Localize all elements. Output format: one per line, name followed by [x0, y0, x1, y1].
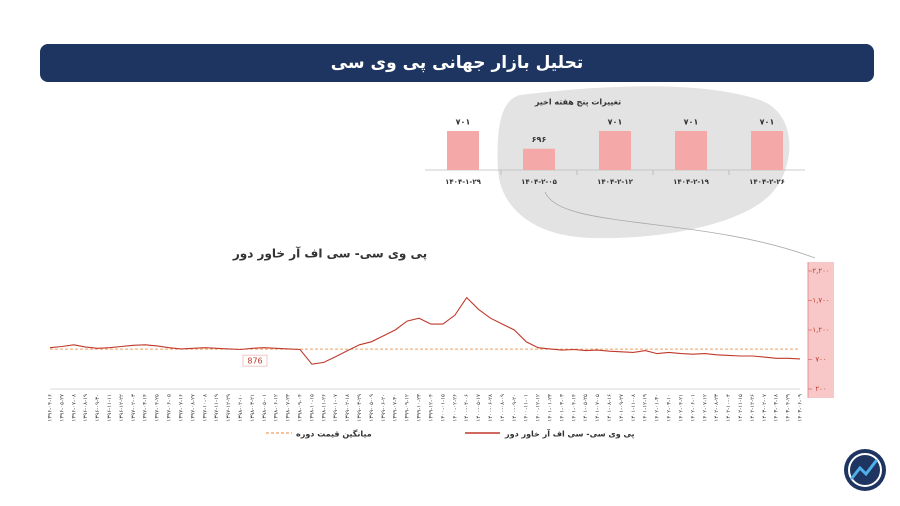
logo — [844, 449, 886, 491]
header-title: تحلیل بازار جهانی پی وی سی — [331, 53, 584, 73]
x-tick-label: ۱۴۰۴-۲-۱۹ — [673, 178, 709, 186]
legend-label: پی وی سی- سی اف آر خاور دور — [504, 429, 635, 439]
x-tick-label: ۱۴۰۲-۰۷-۱۲ — [702, 394, 708, 422]
x-tick-label: ۱۴۰۲-۱۲-۲۶ — [750, 394, 756, 422]
x-tick-label: ۱۳۹۷-۱۲-۲۹ — [226, 394, 232, 422]
x-tick-label: ۱۳۹۹-۰۱-۰۷ — [333, 394, 339, 422]
average-label: 876 — [247, 357, 262, 366]
x-tick-label: ۱۴۰۴-۱-۲۹ — [445, 178, 481, 186]
highlight-blob — [497, 86, 790, 239]
x-tick-label: ۱۳۹۷-۰۲-۰۳ — [131, 394, 137, 422]
x-tick-label: ۱۴۰۰-۱۲-۱۲ — [536, 394, 542, 422]
x-tick-label: ۱۳۹۷-۱۱-۱۹ — [214, 394, 220, 422]
x-tick-label: ۱۴۰۰-۰۲-۲۶ — [452, 394, 458, 422]
x-tick-label: ۱۴۰۳-۰۳-۱۸ — [774, 394, 780, 422]
bar — [523, 148, 555, 170]
x-tick-label: ۱۴۰۱-۰۸-۱۶ — [607, 394, 613, 422]
x-tick-label: ۱۳۹۷-۰۶-۰۵ — [167, 394, 173, 422]
header-bar — [40, 44, 874, 82]
x-tick-label: ۱۳۹۶-۱۱-۱۱ — [107, 394, 113, 422]
x-tick-label: ۱۴۰۱-۰۷-۰۵ — [595, 394, 601, 422]
x-tick-label: ۱۴۰۲-۱۰-۰۴ — [726, 394, 732, 422]
x-tick-label: ۱۳۹۸-۱۱-۲۶ — [321, 394, 327, 422]
x-tick-label: ۱۳۹۷-۰۸-۲۷ — [190, 394, 196, 422]
bar — [675, 131, 707, 170]
average-label-box — [242, 354, 268, 367]
x-tick-label: ۱۴۰۲-۰۶-۰۱ — [690, 394, 696, 422]
x-tick-label: ۱۴۰۴-۲-۱۲ — [597, 178, 633, 186]
bar-value-label: ۷۰۱ — [760, 118, 775, 127]
bar — [751, 131, 783, 170]
x-tick-label: ۱۴۰۰-۰۴-۰۶ — [464, 394, 470, 422]
bar-value-label: ۷۰۱ — [684, 118, 699, 127]
x-tick-label: ۱۴۰۴-۲-۰۵ — [521, 178, 557, 186]
x-tick-label: ۱۳۹۸-۱۰-۱۵ — [309, 394, 315, 422]
x-tick-label: ۱۴۰۰-۰۱-۱۵ — [440, 394, 446, 422]
connector — [544, 191, 816, 259]
x-tick-label: ۱۴۰۰-۰۹-۲۰ — [512, 394, 518, 422]
x-tick-label: ۱۴۰۱-۱۲-۱۹ — [643, 394, 649, 422]
x-tick-label: ۱۴۰۲-۰۳-۱۰ — [667, 394, 673, 422]
x-tick-label: ۱۳۹۸-۰۳-۲۱ — [250, 394, 256, 422]
x-tick-label: ۱۳۹۷-۰۷-۱۶ — [178, 394, 184, 422]
x-tick-label: ۱۳۹۸-۰۶-۱۲ — [274, 394, 280, 422]
bar — [599, 131, 631, 170]
x-tick-label: ۱۳۹۶-۰۹-۳۰ — [95, 394, 101, 422]
x-tick-label: ۱۳۹۹-۰۲-۱۸ — [345, 394, 351, 422]
x-tick-label: ۱۳۹۶-۰۷-۰۸ — [71, 394, 77, 422]
x-tick-label: ۱۴۰۱-۰۵-۲۵ — [583, 394, 589, 422]
y-tick-label: ۱,۷۰۰ — [812, 297, 829, 305]
x-tick-label: ۱۴۰۲-۰۸-۲۳ — [714, 394, 720, 422]
bar-value-label: ۷۰۱ — [608, 118, 623, 127]
y-tick-label: ۱,۲۰۰ — [812, 326, 829, 334]
x-tick-label: ۱۳۹۶-۰۴-۱۶ — [48, 394, 54, 422]
x-tick-label: ۱۳۹۹-۰۳-۲۹ — [357, 394, 363, 422]
x-tick-label: ۱۳۹۹-۰۷-۳۰ — [393, 394, 399, 422]
x-tick-label: ۱۴۰۱-۰۴-۱۴ — [571, 394, 577, 422]
bar — [447, 131, 479, 170]
x-tick-label: ۱۴۰۱-۱۱-۰۸ — [631, 394, 637, 422]
x-tick-label: ۱۳۹۹-۱۰-۲۳ — [417, 394, 423, 422]
x-tick-label: ۱۳۹۸-۰۲-۱۰ — [238, 394, 244, 422]
x-tick-label: ۱۳۹۶-۰۵-۲۷ — [59, 394, 65, 422]
y-axis-band — [808, 262, 834, 398]
x-tick-label: ۱۳۹۹-۰۹-۱۲ — [405, 394, 411, 422]
x-tick-label: ۱۳۹۸-۰۷-۲۳ — [286, 394, 292, 422]
y-tick-label: ۷۰۰ — [815, 356, 826, 364]
x-tick-label: ۱۳۹۶-۱۲-۲۲ — [119, 394, 125, 422]
x-tick-label: ۱۴۰۳-۰۴-۲۹ — [786, 394, 792, 422]
bar-value-label: ۷۰۱ — [456, 118, 471, 127]
x-tick-label: ۱۴۰۲-۱۱-۱۵ — [738, 394, 744, 422]
x-tick-label: ۱۴۰۳-۰۶-۰۹ — [798, 394, 804, 422]
x-tick-label: ۱۴۰۲-۰۱-۳۰ — [655, 394, 661, 422]
x-tick-label: ۱۳۹۹-۰۶-۲۰ — [381, 394, 387, 422]
x-tick-label: ۱۴۰۰-۱۱-۰۱ — [524, 394, 530, 422]
x-tick-label: ۱۴۰۱-۰۱-۲۳ — [548, 394, 554, 422]
x-tick-label: ۱۴۰۰-۰۸-۰۹ — [500, 394, 506, 422]
x-tick-label: ۱۴۰۰-۰۵-۱۷ — [476, 394, 482, 422]
bar-value-label: ۶۹۶ — [532, 135, 547, 144]
price-line — [49, 296, 801, 365]
legend-label: میانگین قیمت دوره — [296, 429, 372, 439]
x-tick-label: ۱۴۰۲-۰۴-۲۱ — [678, 394, 684, 422]
x-tick-label: ۱۳۹۷-۱۰-۰۸ — [202, 394, 208, 422]
x-tick-label: ۱۳۹۹-۰۵-۰۹ — [369, 394, 375, 422]
inset-title: تغییرات پنج هفته اخیر — [534, 98, 621, 107]
x-tick-label: ۱۳۹۷-۰۴-۲۵ — [155, 394, 161, 422]
x-tick-label: ۱۳۹۸-۰۹-۰۴ — [298, 394, 304, 422]
x-tick-label: ۱۴۰۰-۰۶-۲۸ — [488, 394, 494, 422]
y-tick-label: ۲,۲۰۰ — [812, 267, 829, 275]
x-tick-label: ۱۳۹۷-۰۳-۱۴ — [143, 394, 149, 422]
line-title: پی وی سی- سی اف آر خاور دور — [232, 246, 427, 262]
x-tick-label: ۱۴۰۳-۰۲-۰۷ — [762, 394, 768, 422]
x-tick-label: ۱۳۹۸-۰۵-۰۱ — [262, 394, 268, 422]
x-tick-label: ۱۴۰۱-۰۳-۰۳ — [559, 394, 565, 422]
x-tick-label: ۱۳۹۹-۱۲-۰۴ — [428, 394, 434, 422]
x-tick-label: ۱۴۰۴-۲-۲۶ — [749, 178, 785, 186]
x-tick-label: ۱۴۰۱-۰۹-۲۷ — [619, 394, 625, 422]
x-tick-label: ۱۳۹۶-۰۸-۱۹ — [83, 394, 89, 422]
y-tick-label: ۲۰۰ — [815, 385, 826, 393]
